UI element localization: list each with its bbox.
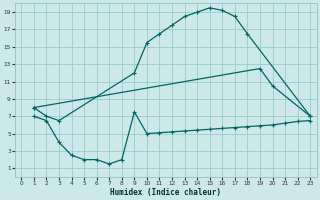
X-axis label: Humidex (Indice chaleur): Humidex (Indice chaleur) [110, 188, 221, 197]
